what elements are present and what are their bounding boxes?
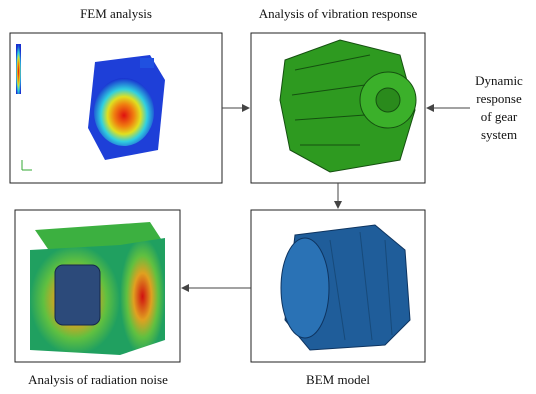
input-label: system — [481, 127, 517, 142]
node-label: BEM model — [306, 372, 370, 387]
fem-panel — [10, 33, 222, 183]
input-label: of gear — [481, 109, 518, 124]
node-label: Analysis of radiation noise — [28, 372, 168, 387]
input-label: response — [476, 91, 522, 106]
input-label: Dynamic — [475, 73, 523, 88]
node-label: FEM analysis — [80, 6, 152, 21]
node-label: Analysis of vibration response — [259, 6, 418, 21]
bem-panel — [251, 210, 425, 362]
diagram: FEM analysis Analysis of vibration respo… — [0, 0, 536, 394]
noise-panel — [15, 210, 180, 362]
vibration-panel — [251, 33, 425, 183]
